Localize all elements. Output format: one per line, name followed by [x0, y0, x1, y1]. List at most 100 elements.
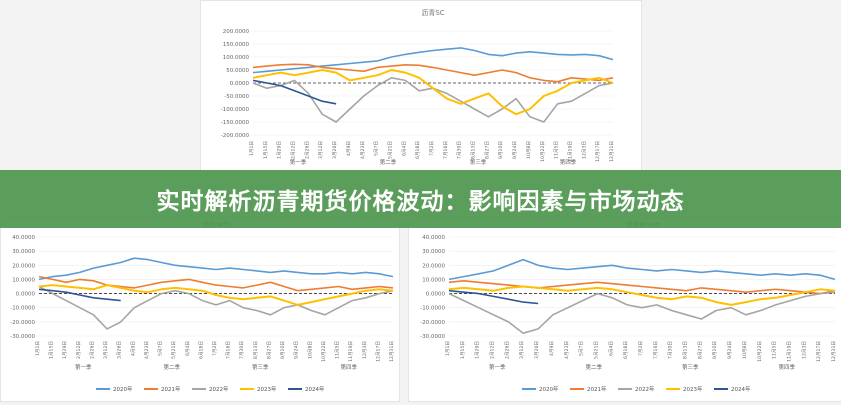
- series-line-2023: [38, 284, 394, 306]
- quarter-label: 第一季: [75, 363, 92, 371]
- x-tick-label: 7月16日: [653, 341, 659, 359]
- y-tick-label: 50.0000: [226, 68, 249, 74]
- x-tick-label: 10月8日: [526, 141, 532, 159]
- y-tick-label: -100.0000: [221, 107, 250, 113]
- quarter-label: 第三季: [470, 158, 487, 166]
- x-tick-label: 6月4日: [185, 341, 191, 356]
- x-tick-label: 2月26日: [89, 341, 95, 359]
- x-tick-label: 9月24日: [512, 141, 518, 159]
- x-tick-label: 12月17日: [595, 141, 601, 162]
- legend-label: 2021年: [161, 385, 181, 393]
- x-tick-label: 12月17日: [375, 341, 381, 362]
- x-tick-label: 11月19日: [567, 141, 573, 162]
- series-line-2022: [38, 285, 394, 330]
- legend-label: 2024年: [731, 385, 751, 393]
- x-tick-label: 11月19日: [786, 341, 792, 362]
- x-tick-label: 2月26日: [304, 141, 310, 159]
- x-tick-label: 5月7日: [374, 141, 380, 156]
- x-tick-label: 8月27日: [484, 141, 490, 159]
- x-tick-label: 10月8日: [307, 341, 313, 359]
- y-tick-label: 10.0000: [422, 277, 445, 283]
- legend-label: 2023年: [257, 385, 277, 393]
- banner-title: 实时解析沥青期货价格波动：影响因素与市场动态: [156, 189, 685, 215]
- chart-panel-brent: 沥青Brent40.000030.000020.000010.00000.000…: [408, 218, 841, 402]
- series-line-2024: [252, 79, 337, 105]
- y-tick-label: -10.0000: [420, 306, 445, 312]
- x-tick-label: 11月19日: [348, 341, 354, 362]
- x-tick-label: 11月5日: [335, 341, 341, 359]
- x-tick-label: 3月26日: [534, 341, 540, 359]
- series-line-2022: [448, 291, 836, 334]
- y-tick-label: -50.0000: [224, 94, 249, 100]
- x-tick-label: 1月15日: [263, 141, 269, 159]
- quarter-label: 第一季: [290, 158, 307, 166]
- y-tick-label: 150.0000: [223, 42, 250, 48]
- x-tick-label: 1月29日: [62, 341, 68, 359]
- x-tick-label: 4月23日: [564, 341, 570, 359]
- x-tick-label: 12月17日: [816, 341, 822, 362]
- x-tick-label: 11月5日: [772, 341, 778, 359]
- x-tick-label: 8月27日: [266, 341, 272, 359]
- y-tick-label: 0.0000: [426, 292, 446, 298]
- legend-label: 2020年: [539, 385, 559, 393]
- x-tick-label: 4月23日: [144, 341, 150, 359]
- x-tick-label: 12月3日: [581, 141, 587, 159]
- series-line-2024: [448, 289, 539, 305]
- x-tick-label: 7月2日: [212, 341, 218, 356]
- x-tick-label: 4月9日: [549, 341, 555, 356]
- series-line-2022: [252, 77, 614, 123]
- x-tick-label: 1月1日: [249, 141, 255, 156]
- y-tick-label: 40.0000: [12, 235, 35, 241]
- x-tick-label: 5月21日: [387, 141, 393, 159]
- x-tick-label: 7月16日: [443, 141, 449, 159]
- x-tick-label: 3月26日: [117, 341, 123, 359]
- quarter-label: 第四季: [778, 363, 795, 371]
- x-tick-label: 7月2日: [638, 341, 644, 356]
- x-tick-label: 12月3日: [362, 341, 368, 359]
- quarter-label: 第四季: [340, 363, 357, 371]
- series-line-2021: [448, 279, 836, 295]
- series-line-2020: [448, 258, 836, 281]
- x-tick-label: 9月10日: [498, 141, 504, 159]
- y-tick-label: 10.0000: [12, 277, 35, 283]
- series-line-2020: [252, 47, 614, 74]
- x-tick-label: 9月24日: [294, 341, 300, 359]
- quarter-label: 第四季: [560, 158, 577, 166]
- y-tick-label: -30.0000: [10, 334, 35, 340]
- x-tick-label: 1月15日: [49, 341, 55, 359]
- y-tick-label: -150.0000: [221, 120, 250, 126]
- x-tick-label: 1月1日: [445, 341, 451, 356]
- x-tick-label: 10月22日: [757, 341, 763, 362]
- y-tick-label: -20.0000: [420, 320, 445, 326]
- x-tick-label: 12月3日: [801, 341, 807, 359]
- series-line-2024: [38, 288, 121, 302]
- x-tick-label: 7月16日: [226, 341, 232, 359]
- x-tick-label: 7月30日: [457, 141, 463, 159]
- x-tick-label: 11月5日: [554, 141, 560, 159]
- x-tick-label: 4月23日: [360, 141, 366, 159]
- x-tick-label: 6月18日: [198, 341, 204, 359]
- x-tick-label: 6月4日: [401, 141, 407, 156]
- y-tick-label: 20.0000: [12, 263, 35, 269]
- x-tick-label: 8月13日: [683, 341, 689, 359]
- y-tick-label: -20.0000: [10, 320, 35, 326]
- chart-title: 沥青SC: [421, 8, 444, 17]
- legend-label: 2022年: [209, 385, 229, 393]
- chart-wti: 沥青WTI40.000030.000020.000010.00000.0000-…: [10, 220, 395, 393]
- legend-label: 2020年: [113, 385, 133, 393]
- chart-sc: 沥青SC 200.0000 150.0000 100.0000 50.0000 0.000…: [221, 8, 615, 181]
- x-tick-label: 2月26日: [504, 341, 510, 359]
- y-tick-label: 20.0000: [422, 263, 445, 269]
- x-tick-label: 3月12日: [519, 341, 525, 359]
- x-tick-label: 4月9日: [346, 141, 352, 156]
- x-tick-label: 8月27日: [697, 341, 703, 359]
- series-line-2023: [448, 285, 836, 306]
- x-tick-label: 1月29日: [475, 341, 481, 359]
- quarter-label: 第二季: [380, 158, 397, 166]
- x-tick-label: 3月12日: [103, 341, 109, 359]
- x-tick-label: 5月21日: [171, 341, 177, 359]
- x-tick-label: 12月31日: [831, 341, 837, 362]
- quarter-label: 第三季: [252, 363, 269, 371]
- y-tick-label: 0.0000: [230, 81, 250, 87]
- x-tick-label: 2月12日: [76, 341, 82, 359]
